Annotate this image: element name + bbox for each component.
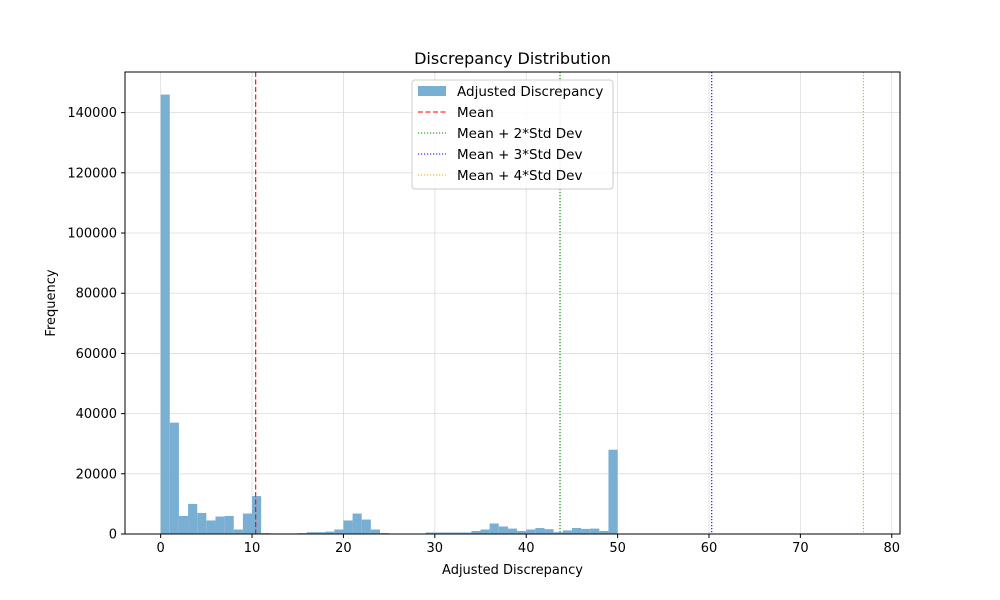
histogram-bar [553,532,563,534]
reference-lines [255,72,864,534]
legend-label: Mean + 2*Std Dev [457,126,582,142]
histogram-bar [562,530,572,534]
y-tick-label: 80000 [76,287,117,302]
x-tick-label: 70 [792,541,809,556]
histogram-bar [590,528,600,534]
histogram-bar [498,526,508,534]
histogram-bar [434,532,444,534]
histogram-bar [571,527,582,534]
histogram-bar [352,513,362,534]
y-tick-label: 60000 [76,347,117,362]
histogram-bar [306,532,317,534]
histogram-bar [370,529,380,534]
y-tick-label: 20000 [76,467,117,482]
y-tick-label: 140000 [67,106,117,121]
plot-frame [124,71,901,535]
chart-title: Discrepancy Distribution [414,49,611,68]
histogram-bar [197,512,207,534]
histogram-bar [462,532,472,534]
histogram-bar [425,532,435,534]
histogram-bar [252,496,262,534]
x-axis-label: Adjusted Discrepancy [442,563,583,578]
histogram-bar [599,530,609,534]
y-tick-label: 120000 [67,166,117,181]
histogram-bar [544,529,554,534]
histogram-bar [325,531,335,534]
legend-swatch [418,86,446,96]
histogram-bar [535,527,545,534]
histogram-bar [215,516,225,534]
histogram-bar [443,532,454,534]
histogram-bar [224,515,234,534]
legend-label: Mean + 3*Std Dev [457,147,582,163]
legend-label: Mean [457,105,494,121]
histogram-bar [581,528,591,534]
histogram-bar [471,530,481,534]
legend-label: Mean + 4*Std Dev [457,168,582,184]
histogram-bar [206,520,216,534]
histogram-bar [526,529,536,534]
histogram-bar [334,529,344,534]
histogram-bars [160,94,618,534]
histogram-bar [242,513,253,534]
histogram-bar [188,503,198,534]
histogram-bar [489,523,499,534]
histogram-bar [169,422,179,534]
x-tick-label: 80 [884,541,901,556]
histogram-bar [608,449,618,534]
x-tick-label: 30 [427,541,444,556]
histogram-bar [316,532,326,534]
legend: Adjusted Discrepancy Mean Mean + 2*Std Dev… [411,79,614,190]
x-tick-label: 20 [335,541,352,556]
y-tick-label: 100000 [67,227,117,242]
histogram-bar [453,532,463,534]
legend-box [411,79,614,190]
y-tick-label: 40000 [76,407,117,422]
histogram-bar [507,528,518,534]
legend-label: Adjusted Discrepancy [457,84,603,100]
x-tick-label: 40 [518,541,535,556]
histogram-bar [233,529,243,534]
histogram-bar [343,520,353,534]
y-axis-label: Frequency [44,269,59,336]
x-tick-label: 60 [701,541,718,556]
x-tick-label: 0 [157,541,165,556]
x-tick-label: 50 [609,541,626,556]
y-tick-label: 0 [109,528,117,543]
histogram-bar [517,530,527,534]
histogram-bar [178,515,189,534]
histogram-bar [480,529,490,534]
x-tick-label: 10 [244,541,261,556]
histogram-bar [361,519,371,534]
histogram-bar [160,94,170,534]
axis-ticks: 0 10 20 30 40 50 60 70 80 0 20000 40000 60000 80000 10… [67,106,900,556]
